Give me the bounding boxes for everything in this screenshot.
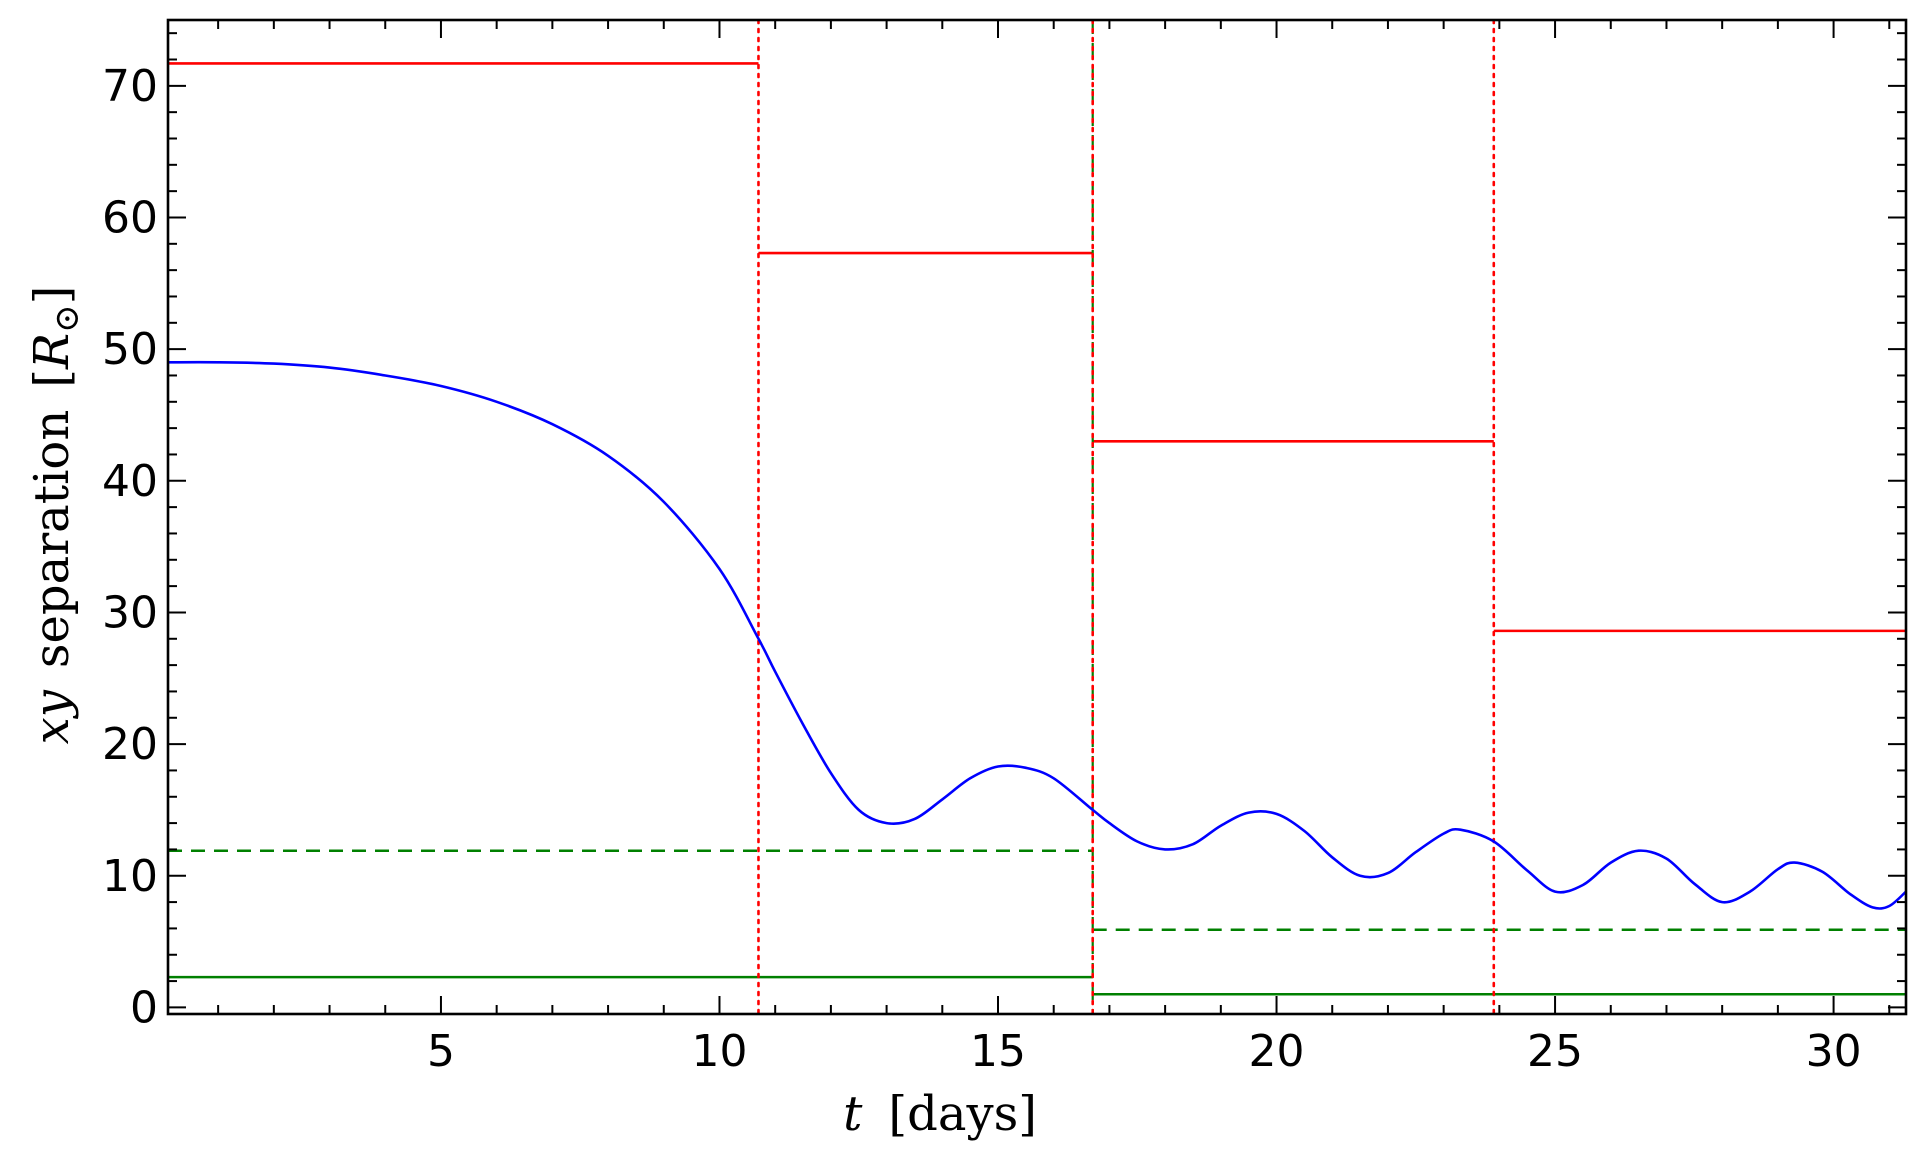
x-tick-label-5: 5 — [427, 1026, 455, 1077]
y-tick-label-30: 30 — [102, 587, 158, 638]
plot-content — [168, 20, 1906, 1014]
y-axis-label-close: ] — [24, 286, 80, 305]
y-axis-label-text: separation — [24, 410, 80, 668]
y-tick-label-70: 70 — [102, 61, 158, 112]
separation-curve-0 — [168, 360, 1906, 910]
x-tick-label-20: 20 — [1249, 1026, 1305, 1077]
x-tick-label-30: 30 — [1806, 1026, 1862, 1077]
x-axis-label-unit: [days] — [888, 1086, 1037, 1142]
y-axis-label-open: [ — [24, 369, 80, 388]
y-axis-label-sym: R — [24, 333, 80, 370]
y-axis-label-var: xy — [24, 689, 80, 744]
axes: 5 10 15 20 25 30 0 10 20 30 40 50 60 70 — [102, 18, 1908, 1077]
y-tick-label-40: 40 — [102, 456, 158, 507]
plot-marks — [168, 20, 1906, 1014]
y-tick-label-20: 20 — [102, 719, 158, 770]
x-tick-label-10: 10 — [691, 1026, 747, 1077]
y-axis-label-sub: ⊙ — [47, 304, 87, 333]
plot-frame — [166, 18, 1908, 1016]
x-tick-label-25: 25 — [1527, 1026, 1583, 1077]
y-axis-label: xy separation [R⊙] — [24, 286, 87, 745]
y-tick-label-0: 0 — [130, 982, 158, 1033]
x-axis-label: t [days] — [843, 1086, 1037, 1142]
x-axis-label-var: t — [843, 1086, 863, 1142]
y-tick-label-50: 50 — [102, 324, 158, 375]
y-tick-label-60: 60 — [102, 192, 158, 243]
x-tick-label-15: 15 — [970, 1026, 1026, 1077]
y-tick-label-10: 10 — [102, 851, 158, 902]
